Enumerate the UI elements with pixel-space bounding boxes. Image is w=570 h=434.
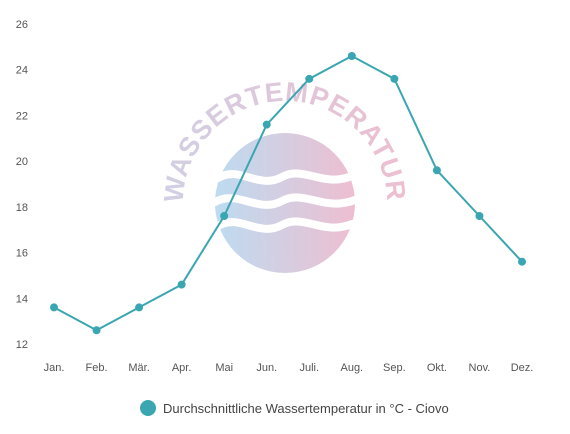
y-tick-label: 22 bbox=[16, 110, 28, 122]
data-point[interactable] bbox=[50, 303, 58, 312]
legend[interactable]: Durchschnittliche Wassertemperatur in °C… bbox=[140, 400, 449, 416]
y-tick-label: 20 bbox=[16, 156, 28, 168]
x-tick-label: Mai bbox=[215, 362, 233, 374]
x-tick-label: Mär. bbox=[128, 362, 149, 374]
data-point[interactable] bbox=[92, 326, 101, 335]
data-point[interactable] bbox=[220, 212, 229, 220]
data-point[interactable] bbox=[135, 303, 144, 312]
x-tick-label: Okt. bbox=[427, 362, 447, 374]
wave-logo-icon bbox=[211, 133, 359, 273]
watermark: WASSERTEMPERATUR.ORG bbox=[0, 0, 410, 273]
y-tick-label: 14 bbox=[16, 293, 28, 305]
data-point[interactable] bbox=[518, 257, 526, 266]
y-tick-label: 16 bbox=[16, 248, 28, 260]
data-point[interactable] bbox=[390, 74, 399, 83]
data-point[interactable] bbox=[475, 212, 484, 220]
data-point[interactable] bbox=[177, 280, 186, 289]
data-point[interactable] bbox=[262, 120, 271, 129]
x-tick-label: Aug. bbox=[340, 362, 363, 374]
x-tick-label: Juli. bbox=[299, 362, 319, 374]
x-tick-label: Nov. bbox=[469, 362, 491, 374]
y-tick-label: 24 bbox=[16, 65, 28, 77]
x-tick-label: Feb. bbox=[86, 362, 108, 374]
data-point[interactable] bbox=[432, 166, 441, 175]
data-point[interactable] bbox=[347, 52, 356, 60]
x-axis-ticks: Jan. Feb. Mär. Apr. Mai Jun. Juli. Aug. Sep. Okt.… bbox=[44, 362, 534, 374]
x-tick-label: Sep. bbox=[383, 362, 406, 374]
y-tick-label: 12 bbox=[16, 339, 28, 351]
legend-swatch[interactable] bbox=[140, 400, 156, 416]
x-tick-label: Dez. bbox=[511, 362, 534, 374]
x-tick-label: Jun. bbox=[256, 362, 277, 374]
x-tick-label: Apr. bbox=[172, 362, 192, 374]
legend-label[interactable]: Durchschnittliche Wassertemperatur in °C… bbox=[163, 401, 449, 416]
series-line bbox=[53, 54, 523, 332]
y-tick-label: 18 bbox=[16, 202, 28, 214]
y-axis-ticks: 12 14 16 18 20 22 24 26 bbox=[16, 19, 28, 351]
series-group bbox=[50, 52, 526, 335]
x-tick-label: Jan. bbox=[44, 362, 65, 374]
data-point[interactable] bbox=[305, 74, 314, 83]
y-tick-label: 26 bbox=[16, 19, 28, 31]
